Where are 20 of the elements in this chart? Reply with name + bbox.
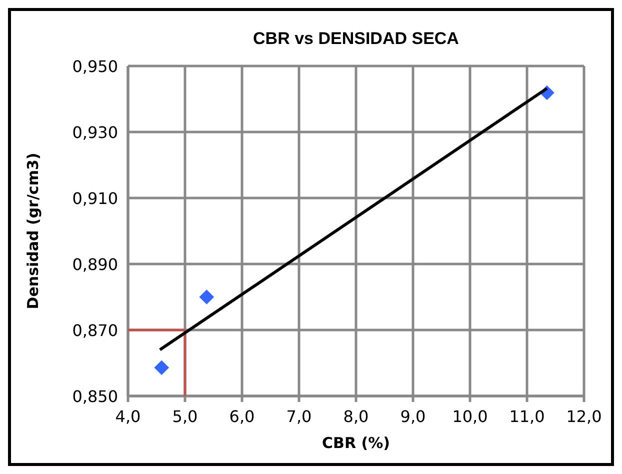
y-tick-label: 0,890 (72, 255, 118, 274)
x-tick-label: 5,0 (172, 407, 198, 426)
x-tick-label: 6,0 (229, 407, 255, 426)
x-tick-label: 11,0 (509, 407, 545, 426)
x-tick-label: 7,0 (286, 407, 312, 426)
x-axis-title: CBR (%) (322, 434, 390, 452)
x-tick-label: 9,0 (400, 407, 426, 426)
x-tick-label: 8,0 (343, 407, 369, 426)
y-axis-title: Densidad (gr/cm3) (24, 152, 42, 310)
x-tick-label: 4,0 (115, 407, 141, 426)
point (154, 360, 170, 376)
x-tick-label: 12,0 (566, 407, 602, 426)
point (199, 290, 214, 304)
chart-title: CBR vs DENSIDAD SECA (253, 29, 459, 48)
y-tick-label: 0,950 (72, 57, 118, 76)
y-tick-label: 0,930 (72, 123, 118, 142)
y-tick-label: 0,850 (72, 387, 118, 406)
x-tick-label: 10,0 (452, 407, 488, 426)
y-tick-label: 0,910 (72, 189, 118, 208)
y-tick-label: 0,870 (72, 321, 118, 340)
